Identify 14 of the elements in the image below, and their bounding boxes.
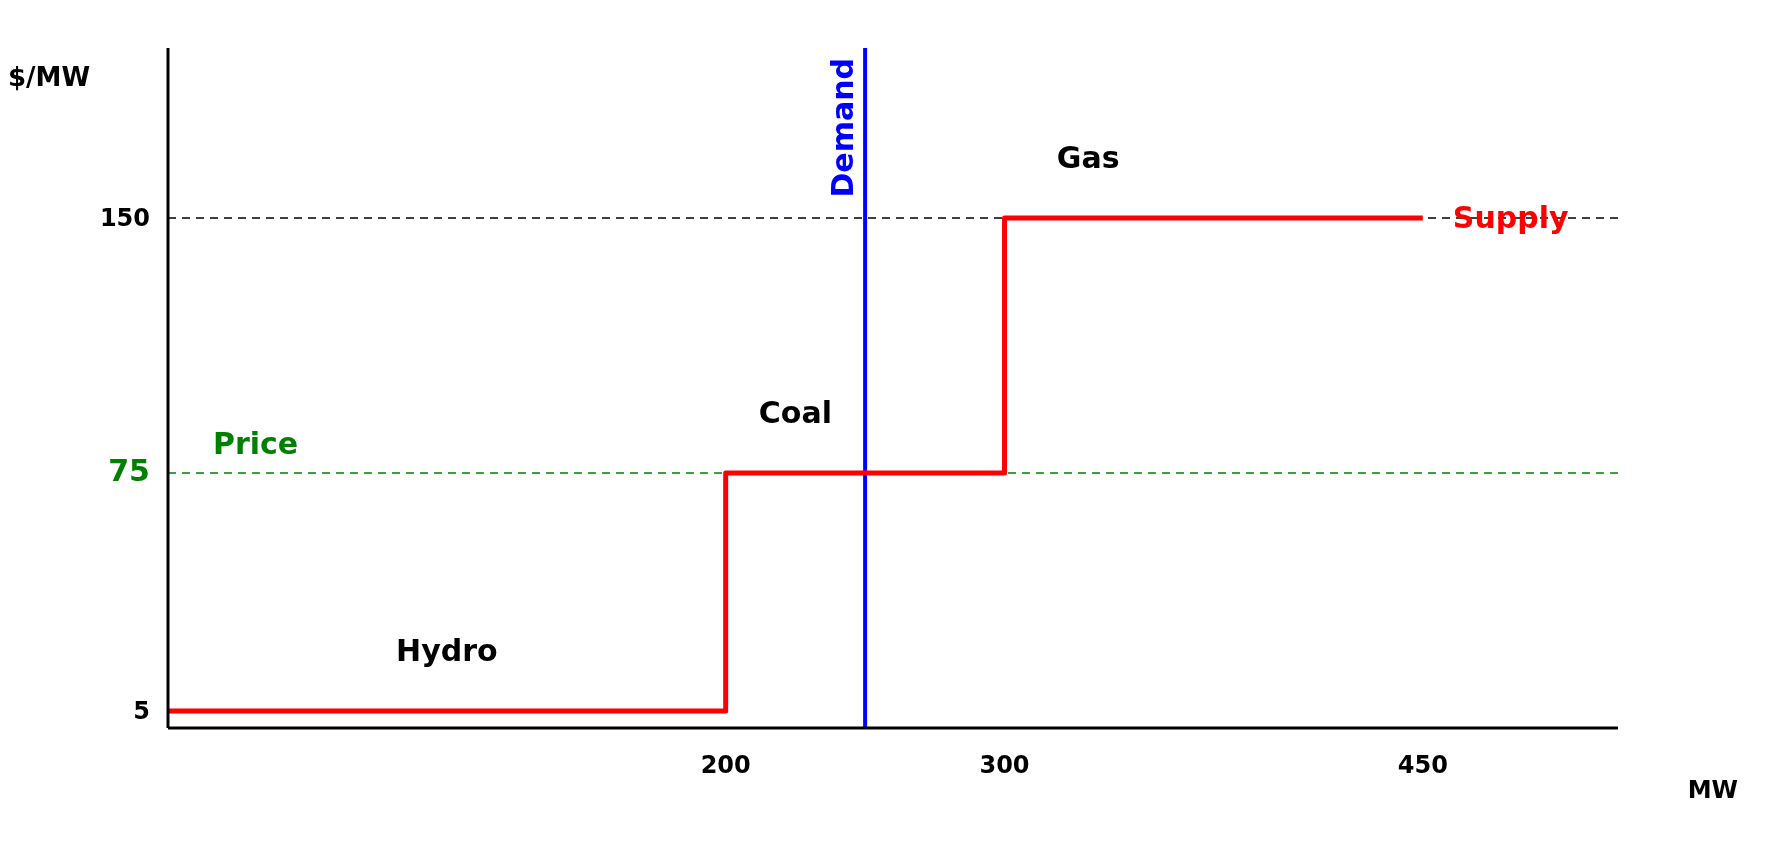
y-tick-label: 150 bbox=[99, 204, 150, 232]
annotation: Gas bbox=[1056, 140, 1120, 175]
y-tick-label: 5 bbox=[133, 697, 150, 725]
ref-line-label: Price bbox=[213, 426, 299, 462]
ref-line-label: Demand bbox=[825, 58, 861, 198]
x-tick-label: 300 bbox=[979, 751, 1030, 780]
y-axis-title: $/MW bbox=[8, 62, 91, 93]
annotation: Coal bbox=[758, 395, 832, 430]
series-label: Supply bbox=[1452, 200, 1569, 235]
x-tick-label: 200 bbox=[700, 751, 751, 780]
y-tick-label: 75 bbox=[108, 453, 150, 488]
annotation: Hydro bbox=[396, 633, 498, 668]
x-tick-label: 450 bbox=[1397, 751, 1448, 780]
x-axis-title: MW bbox=[1687, 776, 1738, 804]
